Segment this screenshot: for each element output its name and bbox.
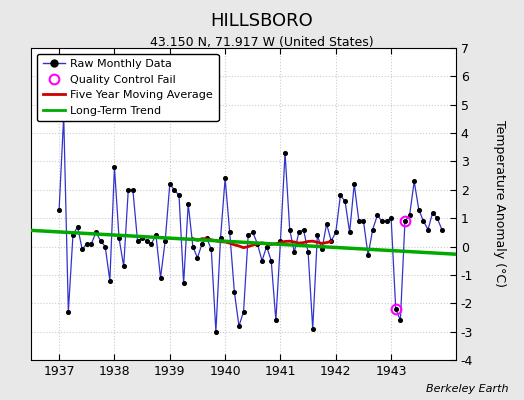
Point — [193, 255, 202, 261]
Point — [55, 206, 63, 213]
Point — [235, 323, 243, 329]
Point — [309, 326, 317, 332]
Point — [225, 229, 234, 236]
Point — [364, 252, 372, 258]
Legend: Raw Monthly Data, Quality Control Fail, Five Year Moving Average, Long-Term Tren: Raw Monthly Data, Quality Control Fail, … — [37, 54, 219, 121]
Point — [341, 198, 349, 204]
Point — [207, 246, 215, 252]
Point — [368, 226, 377, 233]
Point — [119, 263, 128, 270]
Point — [147, 240, 156, 247]
Point — [175, 192, 183, 199]
Point — [138, 235, 146, 241]
Point — [429, 209, 437, 216]
Point — [60, 113, 68, 119]
Point — [350, 181, 358, 187]
Point — [383, 218, 391, 224]
Point — [401, 218, 409, 224]
Point — [156, 274, 165, 281]
Point — [78, 246, 86, 252]
Point — [253, 240, 261, 247]
Point — [387, 215, 395, 221]
Point — [212, 328, 220, 335]
Point — [216, 235, 225, 241]
Point — [115, 235, 123, 241]
Point — [106, 277, 114, 284]
Text: 43.150 N, 71.917 W (United States): 43.150 N, 71.917 W (United States) — [150, 36, 374, 49]
Point — [248, 229, 257, 236]
Point — [83, 240, 91, 247]
Point — [133, 238, 141, 244]
Point — [179, 280, 188, 287]
Point — [359, 218, 368, 224]
Point — [258, 258, 266, 264]
Text: Berkeley Earth: Berkeley Earth — [426, 384, 508, 394]
Point — [433, 215, 441, 221]
Point — [96, 238, 105, 244]
Point — [161, 238, 169, 244]
Point — [378, 218, 386, 224]
Point — [332, 229, 340, 236]
Point — [414, 206, 423, 213]
Y-axis label: Temperature Anomaly (°C): Temperature Anomaly (°C) — [493, 120, 506, 288]
Point — [313, 232, 322, 238]
Point — [345, 229, 354, 236]
Point — [336, 192, 345, 199]
Text: HILLSBORO: HILLSBORO — [211, 12, 313, 30]
Point — [290, 249, 299, 256]
Point — [230, 289, 238, 295]
Point — [129, 187, 137, 193]
Point — [286, 226, 294, 233]
Point — [239, 308, 248, 315]
Point — [198, 240, 206, 247]
Point — [276, 238, 285, 244]
Point — [299, 226, 308, 233]
Point — [410, 178, 418, 184]
Point — [73, 224, 82, 230]
Point — [110, 164, 118, 170]
Point — [327, 238, 335, 244]
Point — [166, 181, 174, 187]
Point — [124, 187, 133, 193]
Point — [419, 218, 428, 224]
Point — [64, 308, 72, 315]
Point — [244, 232, 253, 238]
Point — [304, 249, 312, 256]
Point — [92, 229, 100, 236]
Point — [406, 212, 414, 218]
Point — [271, 317, 280, 324]
Point — [152, 232, 160, 238]
Point — [69, 232, 77, 238]
Point — [396, 317, 405, 324]
Point — [355, 218, 363, 224]
Point — [373, 212, 381, 218]
Point — [202, 235, 211, 241]
Point — [170, 187, 179, 193]
Point — [184, 201, 192, 207]
Point — [267, 258, 276, 264]
Point — [263, 243, 271, 250]
Point — [318, 246, 326, 252]
Point — [438, 226, 446, 233]
Point — [281, 150, 289, 156]
Point — [101, 243, 110, 250]
Point — [143, 238, 151, 244]
Point — [424, 226, 432, 233]
Point — [189, 243, 197, 250]
Point — [391, 306, 400, 312]
Point — [294, 229, 303, 236]
Point — [221, 175, 230, 182]
Point — [87, 240, 95, 247]
Point — [322, 221, 331, 227]
